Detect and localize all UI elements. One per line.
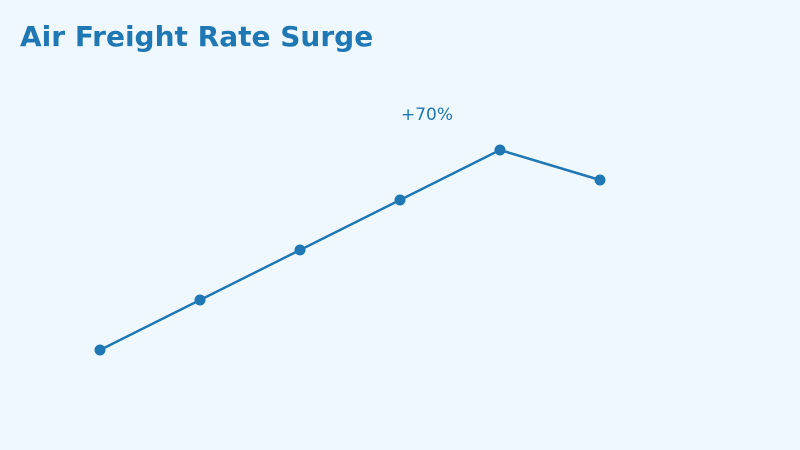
data-point-2 [294,244,306,256]
data-point-0 [94,344,106,356]
data-point-5 [594,174,606,186]
series-line [99,148,601,352]
data-point-3 [394,194,406,206]
data-point-4 [494,144,506,156]
data-point-1 [194,294,206,306]
annotation-label: +70% [401,105,453,125]
chart-title: Air Freight Rate Surge [20,20,374,53]
